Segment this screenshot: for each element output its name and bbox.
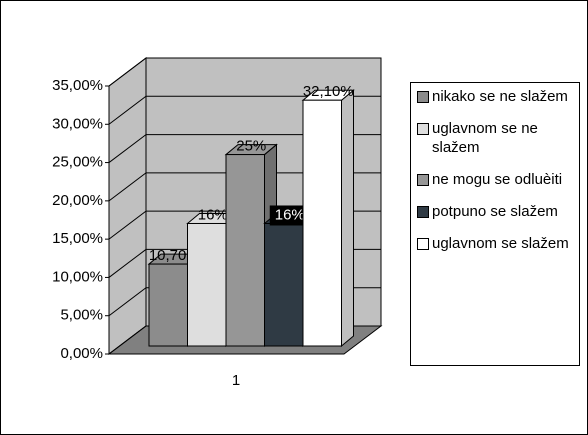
value-label: 32,10% — [303, 83, 354, 100]
value-label: 25% — [236, 138, 266, 155]
legend-label: uglavnom se slažem — [432, 235, 569, 252]
legend-item: uglavnom se slažem — [417, 234, 579, 253]
y-tick-label: 0,00% — [60, 345, 103, 362]
bar — [302, 99, 342, 347]
y-tick-label: 20,00% — [52, 192, 103, 209]
grid-line — [108, 57, 381, 87]
label-bg — [269, 205, 310, 226]
legend-label: nikako se ne slažem — [432, 88, 568, 105]
back-wall — [108, 56, 147, 356]
value-label: 16% — [198, 206, 228, 223]
y-tick-label: 15,00% — [52, 230, 103, 247]
value-label: 16% — [275, 206, 305, 223]
x-tick-label: 1 — [232, 372, 240, 389]
legend-label: ne mogu se odluèiti — [432, 171, 563, 188]
legend-item: ne mogu se odluèiti — [417, 170, 579, 189]
y-tick-label: 35,00% — [52, 77, 103, 94]
legend-item: nikako se ne slažem — [417, 87, 579, 106]
bar — [148, 263, 188, 347]
y-tick-label: 10,00% — [52, 268, 103, 285]
bar — [225, 154, 265, 347]
legend-swatch — [417, 91, 429, 103]
bar-side — [341, 89, 354, 348]
legend-swatch — [417, 238, 429, 250]
legend-item: uglavnom se ne slažem — [417, 119, 579, 157]
legend-item: potpuno se slažem — [417, 202, 579, 221]
legend-swatch — [417, 206, 429, 218]
bar — [264, 222, 304, 347]
y-tick-label: 5,00% — [60, 307, 103, 324]
grid-line — [108, 95, 381, 125]
legend-swatch — [417, 123, 429, 135]
bar — [187, 222, 227, 347]
legend: nikako se ne slažem uglavnom se ne slažem… — [410, 82, 580, 366]
y-tick-label: 30,00% — [52, 115, 103, 132]
legend-label: uglavnom se ne slažem — [432, 120, 538, 156]
y-tick-label: 25,00% — [52, 154, 103, 171]
value-label: 10,70% — [149, 247, 200, 264]
legend-label: potpuno se slažem — [432, 203, 558, 220]
legend-swatch — [417, 174, 429, 186]
